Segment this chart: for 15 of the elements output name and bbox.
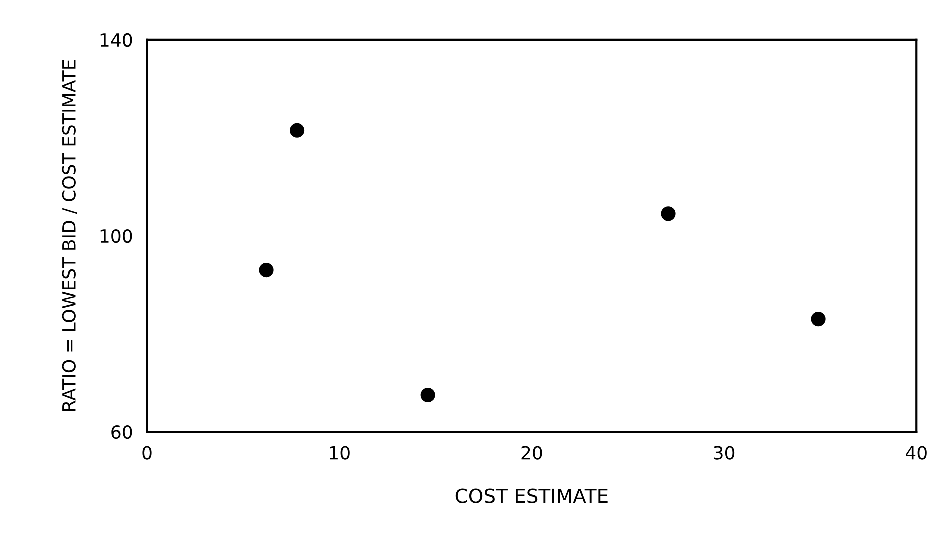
x-tick-label: 20 (522, 446, 542, 460)
x-tick-label: 0 (142, 446, 152, 460)
x-tick-label: 10 (330, 446, 350, 460)
y-tick-label: 140 (100, 33, 132, 48)
point (259, 263, 274, 278)
x-tick-label: 40 (906, 446, 927, 460)
y-tick-label: 100 (100, 229, 132, 244)
y-tick-label: 60 (112, 425, 132, 440)
y-axis-title: RATIO = LOWEST BID / COST ESTIMATE (62, 60, 78, 411)
x-tick-label: 30 (714, 446, 735, 460)
point (811, 312, 826, 327)
x-axis-title: COST ESTIMATE (456, 488, 608, 504)
point (661, 206, 676, 222)
point (290, 123, 305, 138)
point (420, 388, 436, 403)
